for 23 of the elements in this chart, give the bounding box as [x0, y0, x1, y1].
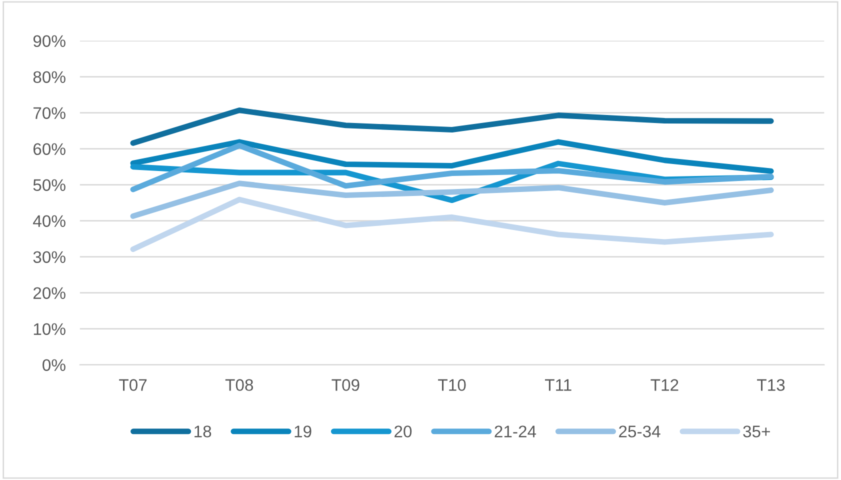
- y-tick-label: 20%: [33, 287, 66, 300]
- legend-label: 19: [294, 426, 312, 438]
- legend-label: 18: [194, 426, 212, 438]
- y-tick-label: 10%: [34, 323, 66, 336]
- x-tick-label: T10: [438, 379, 466, 391]
- y-tick-label: 30%: [33, 251, 66, 264]
- legend-label: 25-34: [619, 426, 660, 438]
- y-tick-label: 40%: [33, 215, 66, 228]
- x-tick-label: T12: [650, 379, 678, 391]
- x-tick-label: T13: [757, 379, 785, 391]
- legend-label: 20: [394, 426, 412, 438]
- x-tick-label: T07: [119, 379, 147, 391]
- y-tick-label: 90%: [33, 35, 66, 48]
- y-tick-label: 60%: [33, 143, 66, 156]
- y-tick-label: 70%: [34, 107, 66, 120]
- legend-label: 35+: [743, 426, 770, 438]
- x-tick-label: T08: [225, 379, 254, 391]
- x-tick-label: T09: [332, 379, 360, 391]
- y-tick-label: 80%: [33, 71, 66, 84]
- x-tick-label: T11: [544, 379, 572, 391]
- legend-label: 21-24: [494, 426, 536, 438]
- y-tick-label: 0%: [42, 359, 66, 372]
- y-tick-label: 50%: [33, 179, 66, 192]
